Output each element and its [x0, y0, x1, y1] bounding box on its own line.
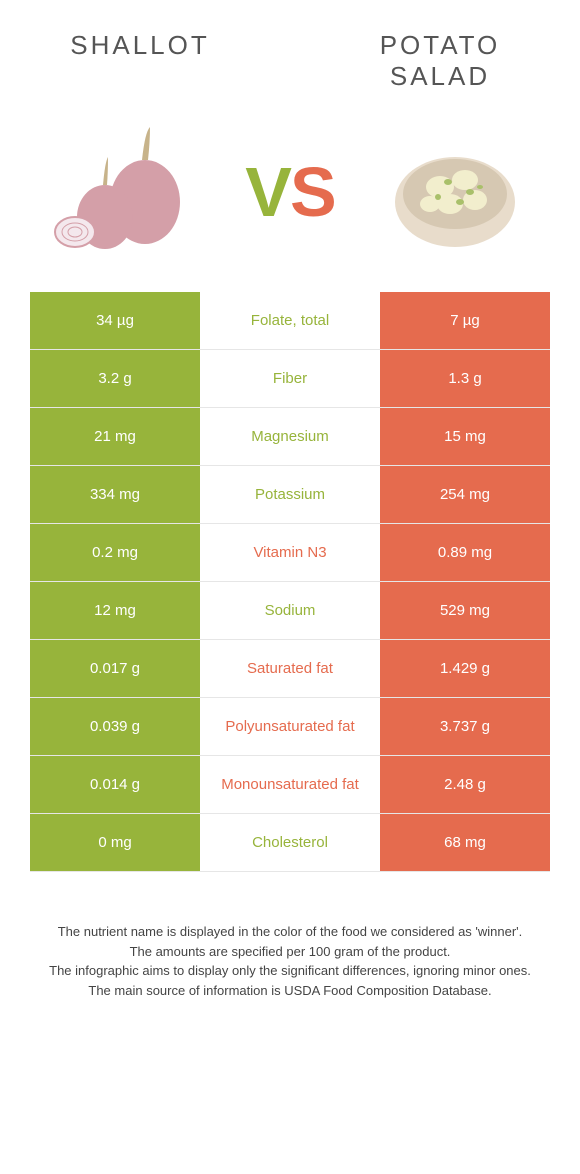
- title-left: SHALLOT: [40, 30, 240, 92]
- value-right: 1.3 g: [380, 350, 550, 407]
- nutrient-label: Potassium: [200, 466, 380, 523]
- value-left: 12 mg: [30, 582, 200, 639]
- nutrient-label: Monounsaturated fat: [200, 756, 380, 813]
- nutrient-label: Saturated fat: [200, 640, 380, 697]
- value-right: 529 mg: [380, 582, 550, 639]
- value-right: 3.737 g: [380, 698, 550, 755]
- value-left: 34 µg: [30, 292, 200, 349]
- footer-notes: The nutrient name is displayed in the co…: [0, 872, 580, 1000]
- value-right: 7 µg: [380, 292, 550, 349]
- nutrient-label: Folate, total: [200, 292, 380, 349]
- footer-line-3: The infographic aims to display only the…: [30, 961, 550, 981]
- value-right: 2.48 g: [380, 756, 550, 813]
- shallot-image: [50, 117, 200, 267]
- value-left: 0.014 g: [30, 756, 200, 813]
- nutrient-label: Polyunsaturated fat: [200, 698, 380, 755]
- value-left: 0.039 g: [30, 698, 200, 755]
- footer-line-4: The main source of information is USDA F…: [30, 981, 550, 1001]
- table-row: 0 mgCholesterol68 mg: [30, 814, 550, 872]
- footer-line-1: The nutrient name is displayed in the co…: [30, 922, 550, 942]
- footer-line-2: The amounts are specified per 100 gram o…: [30, 942, 550, 962]
- value-left: 0 mg: [30, 814, 200, 871]
- value-left: 0.017 g: [30, 640, 200, 697]
- value-right: 68 mg: [380, 814, 550, 871]
- nutrient-label: Cholesterol: [200, 814, 380, 871]
- table-row: 3.2 gFiber1.3 g: [30, 350, 550, 408]
- potato-salad-image: [380, 117, 530, 267]
- table-row: 34 µgFolate, total7 µg: [30, 292, 550, 350]
- hero-row: VS: [0, 102, 580, 292]
- nutrient-label: Fiber: [200, 350, 380, 407]
- vs-s: S: [290, 153, 335, 231]
- value-left: 21 mg: [30, 408, 200, 465]
- table-row: 0.014 gMonounsaturated fat2.48 g: [30, 756, 550, 814]
- table-row: 0.039 gPolyunsaturated fat3.737 g: [30, 698, 550, 756]
- value-left: 334 mg: [30, 466, 200, 523]
- value-right: 1.429 g: [380, 640, 550, 697]
- title-right: POTATO SALAD: [340, 30, 540, 92]
- table-row: 12 mgSodium529 mg: [30, 582, 550, 640]
- table-row: 0.017 gSaturated fat1.429 g: [30, 640, 550, 698]
- titles-row: SHALLOT POTATO SALAD: [0, 0, 580, 102]
- value-right: 254 mg: [380, 466, 550, 523]
- value-right: 15 mg: [380, 408, 550, 465]
- table-row: 21 mgMagnesium15 mg: [30, 408, 550, 466]
- value-left: 0.2 mg: [30, 524, 200, 581]
- comparison-table: 34 µgFolate, total7 µg3.2 gFiber1.3 g21 …: [0, 292, 580, 872]
- nutrient-label: Magnesium: [200, 408, 380, 465]
- value-left: 3.2 g: [30, 350, 200, 407]
- nutrient-label: Vitamin N3: [200, 524, 380, 581]
- table-row: 0.2 mgVitamin N30.89 mg: [30, 524, 550, 582]
- table-row: 334 mgPotassium254 mg: [30, 466, 550, 524]
- value-right: 0.89 mg: [380, 524, 550, 581]
- vs-v: V: [245, 153, 290, 231]
- vs-label: VS: [245, 152, 334, 232]
- nutrient-label: Sodium: [200, 582, 380, 639]
